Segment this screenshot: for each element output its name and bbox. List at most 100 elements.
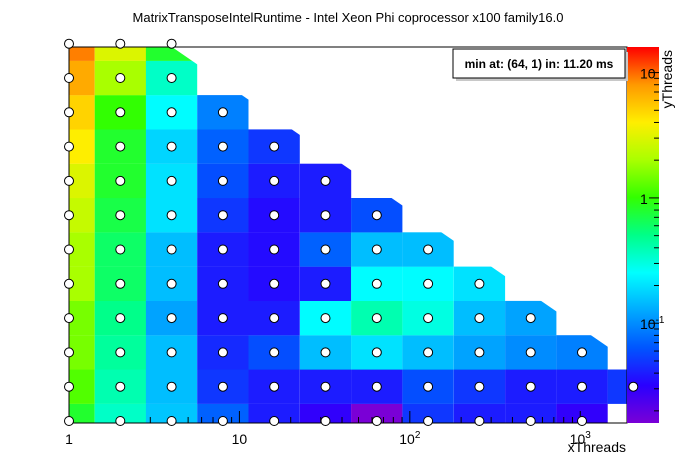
data-point-marker [166,141,177,152]
data-point-marker [474,381,485,392]
color-scale-bar [627,47,659,423]
data-point-marker [64,416,74,426]
data-point-marker [474,313,485,324]
heatmap-cell [351,403,403,423]
data-point-marker [115,141,126,152]
data-point-marker [423,416,434,426]
data-point-marker [423,347,434,358]
data-point-marker [115,244,126,255]
x-axis-title: xThreads [568,439,626,455]
min-annotation: min at: (64, 1) in: 11.20 ms [465,57,614,71]
data-point-marker [628,381,639,392]
data-point-marker [217,313,228,324]
empty-region [172,47,627,360]
data-point-marker [115,107,126,118]
data-point-marker [217,107,228,118]
data-point-marker [269,244,280,255]
data-point-marker [166,416,177,426]
data-point-marker [64,175,74,186]
data-point-marker [577,381,587,392]
heatmap-cells [69,47,627,423]
data-point-marker [166,313,177,324]
data-point-marker [217,381,228,392]
data-point-marker [217,278,228,289]
data-point-marker [423,313,434,324]
data-point-marker [577,416,587,426]
data-point-marker [64,244,74,255]
data-point-marker [525,347,536,358]
color-scale-tick-label: 10-1 [640,315,665,332]
data-point-marker [269,210,280,221]
y-axis-title: yThreads [659,50,675,108]
data-point-marker [166,347,177,358]
data-point-marker [115,347,126,358]
data-point-marker [166,210,177,221]
data-point-marker [166,278,177,289]
data-point-marker [371,347,382,358]
data-point-marker [64,313,74,324]
data-point-marker [525,381,536,392]
data-point-marker [64,38,74,49]
heatmap-cell [556,403,608,423]
data-point-marker [217,210,228,221]
stats-box-frame [452,48,626,79]
heatmap-cell [69,47,95,61]
heatmap-cell [94,47,146,61]
heatmap-cell [453,403,506,423]
x-tick-label: 102 [399,430,421,447]
data-point-marker [166,73,177,83]
data-point-marker [371,244,382,255]
data-point-marker [371,278,382,289]
data-point-marker [115,278,126,289]
data-point-marker [217,175,228,186]
data-point-marker [64,347,74,358]
data-point-marker [320,244,331,255]
data-point-marker [115,416,126,426]
data-point-marker [64,278,74,289]
data-point-marker [269,347,280,358]
data-point-marker [474,347,485,358]
heatmap-cell [145,403,198,423]
data-point-marker [474,278,485,289]
data-point-marker [269,313,280,324]
data-point-marker [525,313,536,324]
data-point-marker [320,416,331,426]
data-point-marker [64,107,74,118]
stats-box: min at: (64, 1) in: 11.20 ms [452,48,628,81]
data-point-marker [115,210,126,221]
data-point-marker [64,141,74,152]
data-point-marker [217,244,228,255]
data-point-marker [423,244,434,255]
color-scale-axis: 10 1 10-1 [640,66,665,412]
data-point-marker [320,381,331,392]
data-point-marker [217,347,228,358]
chart-title: MatrixTransposeIntelRuntime - Intel Xeon… [133,10,564,25]
data-point-marker [269,416,280,426]
heatmap-cell [248,403,300,423]
color-scale-tick-label: 1 [640,191,648,207]
data-point-marker [320,175,331,186]
data-point-marker [320,347,331,358]
data-point-marker [115,38,126,49]
data-point-marker [525,416,536,426]
data-point-marker [166,107,177,118]
data-point-marker [269,141,280,152]
data-point-marker [64,73,74,83]
data-point-marker [474,416,485,426]
data-point-marker [371,381,382,392]
data-point-marker [320,313,331,324]
x-tick-label: 10 [232,431,248,447]
data-point-marker [115,313,126,324]
heatmap-cell [607,369,627,404]
data-point-marker [269,278,280,289]
data-point-marker [423,381,434,392]
color-scale-tick-label: 10 [640,66,656,82]
data-point-marker [371,313,382,324]
data-point-marker [217,141,228,152]
data-point-marker [217,416,228,426]
data-point-marker [371,210,382,221]
data-point-marker [269,175,280,186]
data-point-marker [577,347,587,358]
heatmap-cell [402,403,454,423]
